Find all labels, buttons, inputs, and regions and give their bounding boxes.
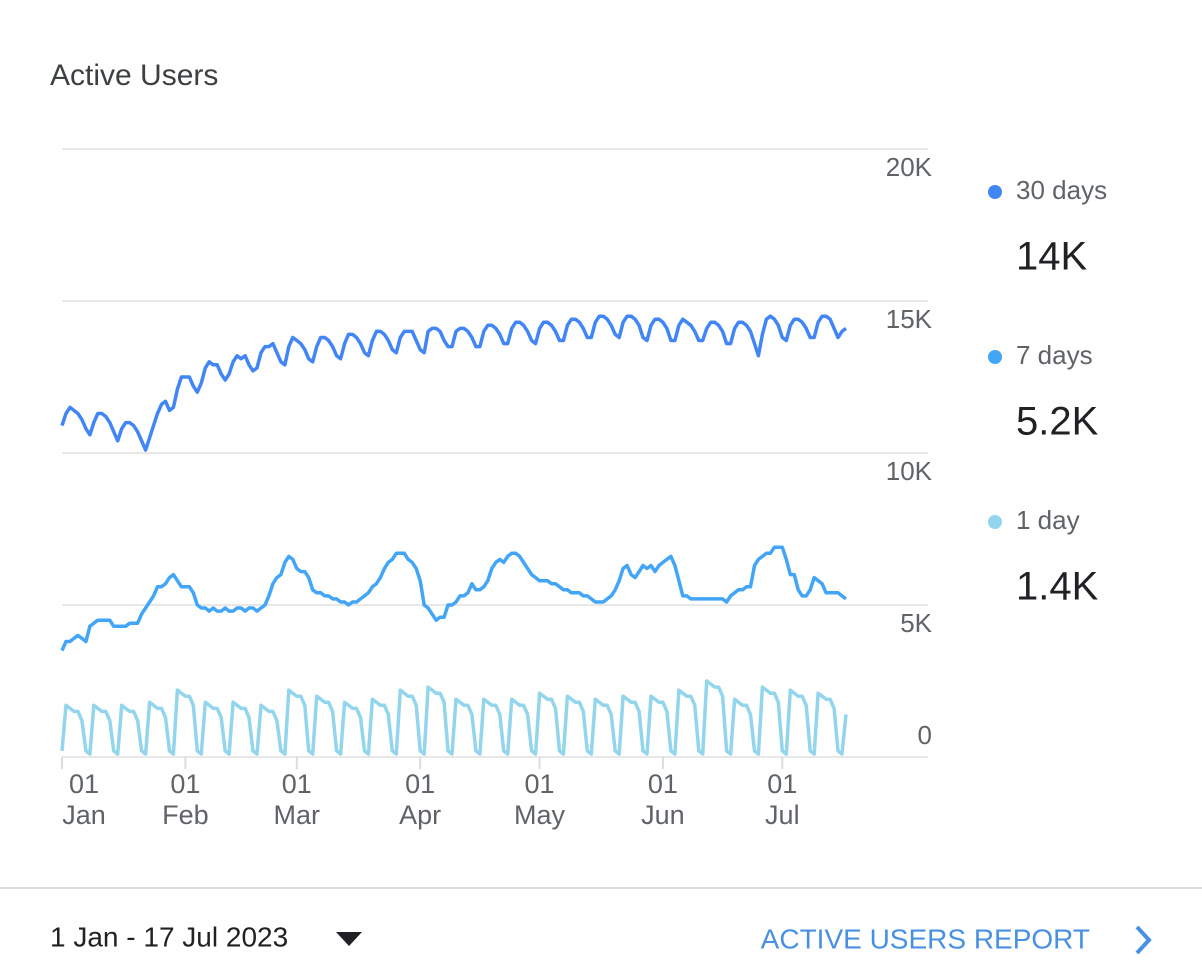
chevron[interactable]: [1135, 925, 1152, 955]
legend-label: 7 days: [1016, 340, 1093, 370]
x-tick-label: 01 May: [514, 769, 566, 830]
legend-dot: [988, 350, 1002, 364]
date-range[interactable]: 1 Jan - 17 Jul 2023: [50, 921, 288, 952]
legend-dot: [988, 515, 1002, 529]
y-tick-label: 5K: [900, 608, 932, 638]
x-tick-label: 01 Jul: [765, 769, 800, 830]
y-tick-label: 0: [918, 720, 932, 750]
report-link[interactable]: ACTIVE USERS REPORT: [761, 923, 1090, 954]
series-line: [60, 679, 848, 756]
card-title: Active Users: [50, 59, 218, 92]
series-line: [60, 314, 848, 452]
legend-value: 5.2K: [1016, 400, 1099, 444]
y-tick-label: 15K: [886, 304, 933, 334]
legend-label: 1 day: [1016, 505, 1080, 535]
x-tick-label: 01 Jun: [641, 769, 685, 830]
x-tick-label: 01 Jan: [62, 769, 106, 830]
x-tick-label: 01 Mar: [273, 769, 321, 830]
dropdown-arrow[interactable]: [336, 932, 362, 946]
x-tick-label: 01 Apr: [399, 769, 442, 830]
y-tick-label: 20K: [886, 152, 933, 182]
x-tick-label: 01 Feb: [162, 769, 209, 830]
y-tick-label: 10K: [886, 456, 933, 486]
legend-label: 30 days: [1016, 175, 1107, 205]
legend-value: 1.4K: [1016, 565, 1099, 609]
legend-value: 14K: [1016, 235, 1087, 279]
legend-dot: [988, 185, 1002, 199]
series-line: [60, 545, 848, 652]
